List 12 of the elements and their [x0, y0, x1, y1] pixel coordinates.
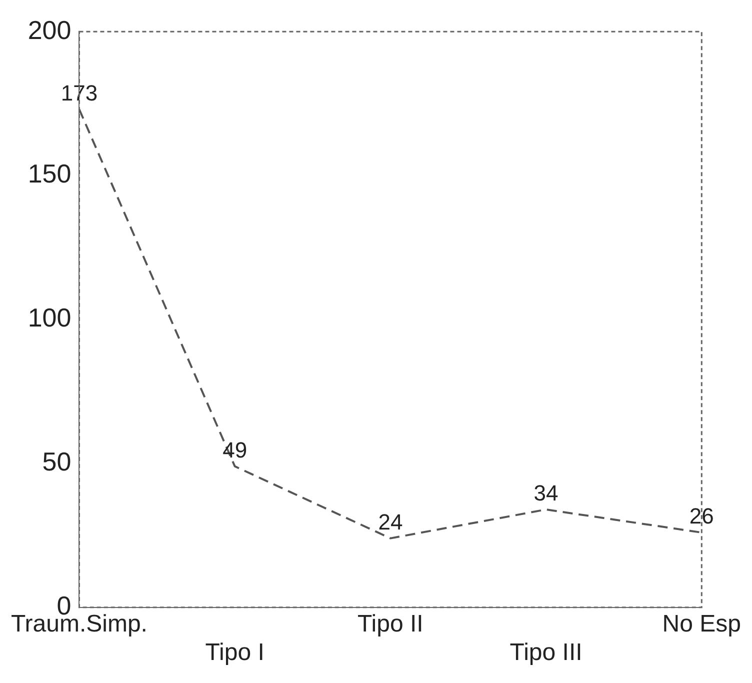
y-tick-label: 100 [28, 302, 72, 333]
y-tick-label: 150 [28, 158, 72, 189]
x-tick-label: Tipo I [205, 639, 264, 666]
data-label: 34 [534, 480, 558, 506]
data-label: 49 [222, 437, 248, 462]
x-tick-label: No Esp [662, 610, 741, 638]
data-label: 24 [378, 509, 403, 534]
data-label: 26 [689, 504, 714, 529]
x-tick-label: Tipo II [358, 610, 424, 638]
x-tick-label: Tipo III [510, 639, 582, 666]
y-tick-label: 200 [28, 14, 72, 45]
y-tick-label: 50 [42, 446, 72, 477]
